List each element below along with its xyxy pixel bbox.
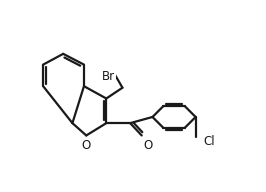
Text: Cl: Cl bbox=[203, 135, 215, 148]
Text: Br: Br bbox=[102, 70, 115, 84]
Text: O: O bbox=[82, 139, 91, 151]
Text: O: O bbox=[143, 139, 152, 151]
